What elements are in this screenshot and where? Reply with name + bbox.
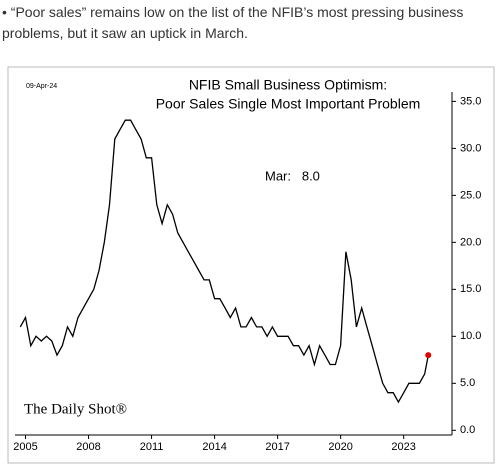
brand: The Daily Shot®	[24, 401, 127, 417]
chart-subtitle: Poor Sales Single Most Important Problem	[156, 96, 421, 112]
x-tick-label: 2020	[328, 441, 352, 453]
x-tick-label: 2023	[391, 441, 415, 453]
x-tick-label: 2008	[76, 441, 100, 453]
y-tick-label: 10.0	[460, 330, 481, 342]
x-tick-label: 2014	[202, 441, 226, 453]
y-tick-label: 0.0	[460, 424, 475, 436]
x-tick-label: 2017	[265, 441, 289, 453]
chart-frame	[7, 66, 495, 464]
y-tick-label: 15.0	[460, 283, 481, 295]
y-tick-label: 20.0	[460, 236, 481, 248]
caption: • “Poor sales” remains low on the list o…	[2, 4, 464, 41]
chart-title: NFIB Small Business Optimism:	[189, 77, 387, 93]
y-tick-label: 35.0	[460, 95, 481, 107]
data-line	[19, 119, 429, 404]
y-tick-label: 25.0	[460, 189, 481, 201]
annotation: Mar: 8.0	[265, 168, 320, 183]
y-tick-label: 30.0	[460, 142, 481, 154]
last-point	[425, 352, 432, 359]
date-stamp: 09-Apr-24	[26, 83, 57, 90]
y-tick-label: 5.0	[460, 377, 475, 389]
x-tick-label: 2011	[140, 441, 164, 453]
x-tick-label: 2005	[13, 441, 37, 453]
